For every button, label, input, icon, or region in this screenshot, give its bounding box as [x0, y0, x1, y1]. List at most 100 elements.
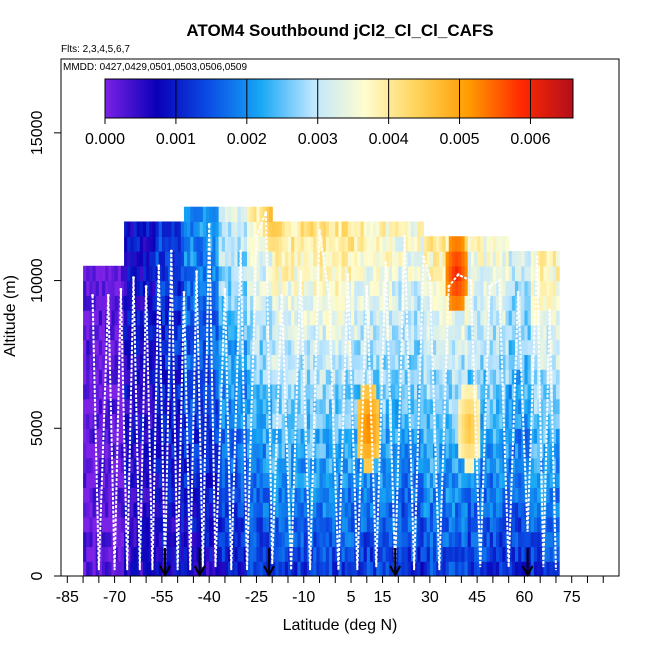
heatmap-cell — [533, 383, 538, 400]
heatmap-cell — [407, 265, 412, 282]
heatmap-cell — [398, 236, 403, 252]
heatmap-cell — [341, 221, 346, 237]
heatmap-cell — [467, 280, 472, 296]
heatmap-cell — [171, 561, 176, 576]
heatmap-cell — [354, 443, 358, 459]
heatmap-cell — [262, 369, 267, 385]
heatmap-cell — [114, 354, 119, 370]
heatmap-cell — [489, 413, 494, 429]
heatmap-cell — [190, 561, 195, 576]
heatmap-cell — [183, 310, 188, 326]
heatmap-cell — [325, 443, 330, 459]
heatmap-cell — [83, 531, 87, 548]
heatmap-cell — [388, 383, 393, 400]
heatmap-cell — [489, 280, 494, 296]
heatmap-cell — [395, 546, 399, 562]
heatmap-cell — [177, 295, 182, 311]
heatmap-cell — [262, 354, 267, 370]
heatmap-cell — [117, 457, 122, 474]
heatmap-cell — [269, 339, 273, 356]
heatmap-cell — [275, 487, 280, 503]
heatmap-cell — [297, 413, 302, 429]
heatmap-cell — [325, 265, 330, 282]
heatmap-cell — [250, 324, 254, 341]
heatmap-cell — [171, 265, 176, 282]
heatmap-cell — [369, 502, 374, 518]
heatmap-cell — [136, 443, 141, 459]
heatmap-cell — [218, 443, 223, 459]
heatmap-cell — [224, 457, 229, 474]
heatmap-cell — [83, 339, 87, 356]
heatmap-cell — [458, 251, 462, 267]
heatmap-cell — [256, 383, 261, 400]
heatmap-cell — [445, 354, 450, 370]
heatmap-cell — [114, 310, 119, 326]
heatmap-cell — [265, 472, 270, 488]
heatmap-cell — [366, 339, 371, 356]
heatmap-cell — [130, 369, 135, 385]
heatmap-cell — [483, 295, 488, 311]
heatmap-cell — [89, 339, 94, 356]
heatmap-cell — [338, 457, 343, 474]
heatmap-cell — [127, 265, 131, 282]
heatmap-cell — [344, 265, 349, 282]
heatmap-cell — [385, 457, 390, 474]
heatmap-cell — [335, 339, 340, 356]
heatmap-cell — [398, 516, 403, 533]
heatmap-cell — [398, 295, 403, 311]
heatmap-cell — [130, 516, 135, 533]
heatmap-cell — [165, 383, 169, 400]
heatmap-cell — [202, 531, 207, 548]
heatmap-cell — [530, 295, 535, 311]
heatmap-cell — [98, 383, 103, 400]
heatmap-cell — [218, 472, 223, 488]
heatmap-cell — [332, 221, 336, 237]
heatmap-cell — [111, 428, 116, 444]
heatmap-cell — [524, 295, 529, 311]
heatmap-cell — [142, 251, 147, 267]
heatmap-cell — [357, 413, 362, 429]
heatmap-cell — [436, 502, 440, 518]
heatmap-cell — [461, 516, 466, 533]
heatmap-cell — [325, 561, 330, 576]
heatmap-cell — [398, 531, 403, 548]
heatmap-cell — [502, 457, 507, 474]
heatmap-cell — [360, 516, 365, 533]
heatmap-cell — [287, 516, 292, 533]
heatmap-cell — [470, 443, 475, 459]
heatmap-cell — [149, 516, 154, 533]
heatmap-cell — [133, 457, 138, 474]
heatmap-cell — [234, 324, 239, 341]
heatmap-cell — [395, 457, 399, 474]
heatmap-cell — [521, 516, 526, 533]
heatmap-cell — [505, 457, 510, 474]
heatmap-cell — [433, 310, 437, 326]
heatmap-cell — [133, 561, 138, 576]
heatmap-cell — [392, 443, 396, 459]
heatmap-cell — [514, 398, 519, 415]
heatmap-cell — [439, 487, 444, 503]
heatmap-cell — [168, 236, 172, 252]
heatmap-cell — [212, 383, 217, 400]
heatmap-cell — [521, 295, 526, 311]
heatmap-cell — [240, 265, 245, 282]
heatmap-cell — [527, 472, 532, 488]
heatmap-cell — [221, 457, 226, 474]
heatmap-cell — [253, 324, 258, 341]
heatmap-cell — [228, 221, 232, 237]
heatmap-cell — [426, 369, 431, 385]
heatmap-cell — [341, 546, 346, 562]
heatmap-cell — [294, 443, 299, 459]
heatmap-cell — [555, 457, 560, 474]
heatmap-cell — [518, 472, 522, 488]
heatmap-cell — [322, 413, 327, 429]
heatmap-cell — [376, 398, 381, 415]
heatmap-cell — [187, 236, 191, 252]
heatmap-cell — [524, 443, 529, 459]
heatmap-cell — [161, 428, 166, 444]
heatmap-cell — [496, 265, 500, 282]
heatmap-cell — [518, 265, 522, 282]
heatmap-cell — [335, 383, 340, 400]
heatmap-cell — [451, 531, 456, 548]
heatmap-cell — [111, 280, 116, 296]
